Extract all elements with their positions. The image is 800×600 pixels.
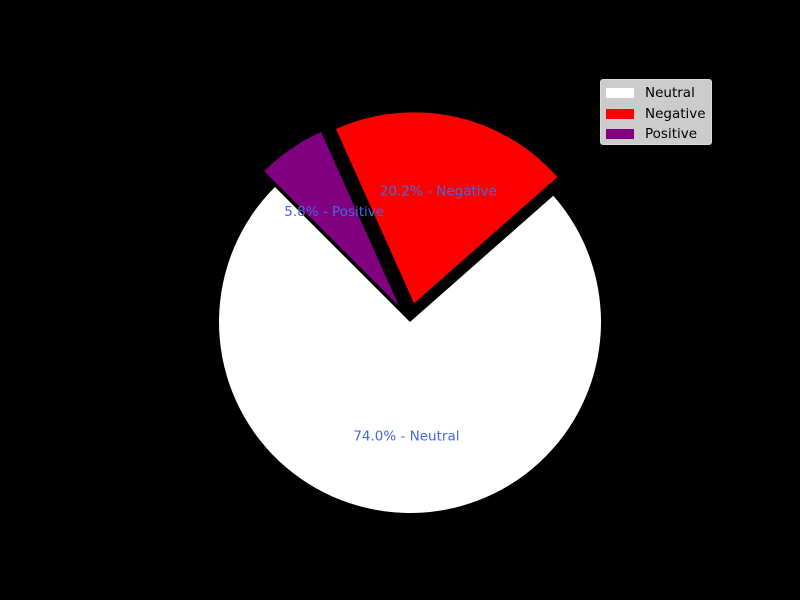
slice-label-neutral: 74.0% - Neutral [353, 429, 459, 445]
pie-slice-negative [335, 112, 558, 304]
pie-slice-positive [264, 131, 400, 307]
slice-label-negative: 20.2% - Negative [380, 183, 497, 199]
legend-label-positive: Positive [645, 126, 698, 143]
pie-slice-neutral [219, 186, 602, 513]
legend-label-negative: Negative [645, 105, 706, 122]
slices-layer [219, 112, 602, 513]
labels-layer: 74.0% - Neutral 20.2% - Negative 5.8% - Po… [284, 183, 497, 444]
legend-entry-negative: Negative [606, 104, 706, 125]
legend-entry-positive: Positive [606, 124, 705, 145]
legend-swatch-negative [606, 108, 634, 119]
legend-label-neutral: Neutral [645, 85, 695, 102]
legend: Neutral Negative Positive [600, 79, 712, 145]
slice-label-positive: 5.8% - Positive [284, 204, 384, 220]
legend-swatch-neutral [606, 88, 634, 99]
legend-entry-neutral: Neutral [606, 83, 705, 104]
legend-swatch-positive [606, 129, 634, 140]
